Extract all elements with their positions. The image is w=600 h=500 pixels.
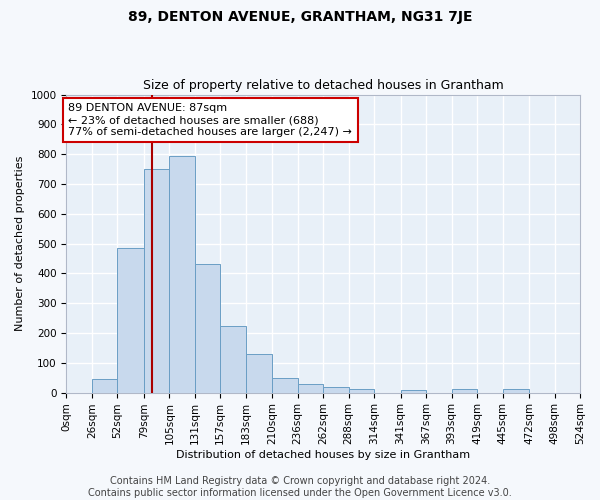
- Bar: [452, 389, 477, 392]
- Bar: [323, 387, 349, 392]
- Bar: [401, 390, 426, 392]
- Title: Size of property relative to detached houses in Grantham: Size of property relative to detached ho…: [143, 79, 503, 92]
- Bar: [272, 378, 298, 392]
- Bar: [118, 248, 144, 392]
- Y-axis label: Number of detached properties: Number of detached properties: [15, 156, 25, 332]
- Bar: [246, 354, 272, 393]
- Bar: [503, 389, 529, 392]
- Bar: [349, 389, 374, 392]
- Bar: [195, 264, 220, 392]
- Bar: [144, 169, 169, 392]
- Text: 89, DENTON AVENUE, GRANTHAM, NG31 7JE: 89, DENTON AVENUE, GRANTHAM, NG31 7JE: [128, 10, 472, 24]
- Bar: [92, 379, 118, 392]
- Text: Contains HM Land Registry data © Crown copyright and database right 2024.
Contai: Contains HM Land Registry data © Crown c…: [88, 476, 512, 498]
- Bar: [169, 156, 195, 392]
- Bar: [220, 326, 246, 392]
- Text: 89 DENTON AVENUE: 87sqm
← 23% of detached houses are smaller (688)
77% of semi-d: 89 DENTON AVENUE: 87sqm ← 23% of detache…: [68, 104, 352, 136]
- X-axis label: Distribution of detached houses by size in Grantham: Distribution of detached houses by size …: [176, 450, 470, 460]
- Bar: [298, 384, 323, 392]
